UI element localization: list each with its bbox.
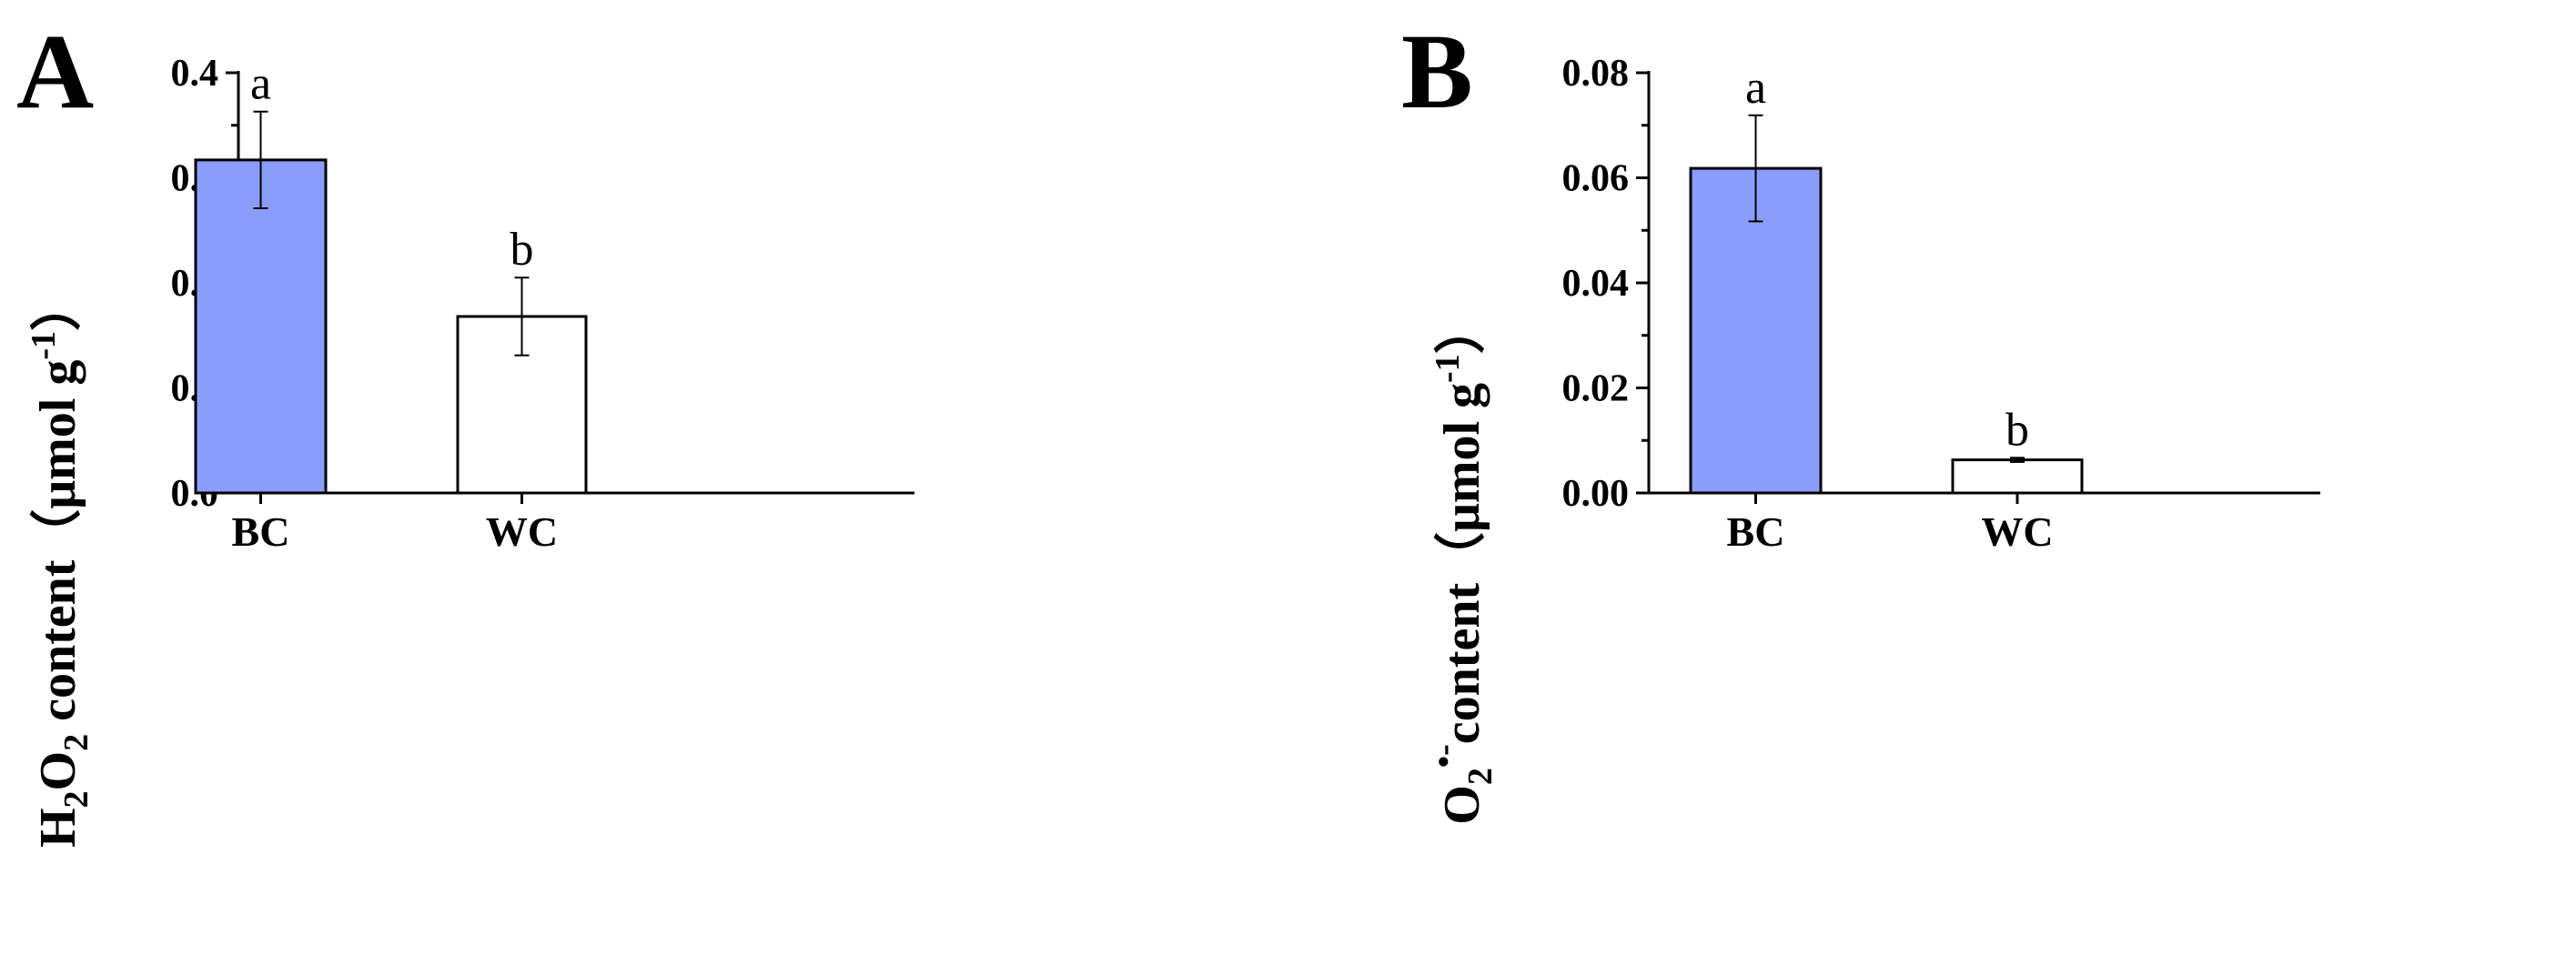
panel-b-y-tick-label: 0.06 [1562, 158, 1630, 200]
panel-b-y-tick-label: 0.02 [1562, 368, 1630, 410]
panel-b-y-tick-label: 0.04 [1562, 263, 1630, 305]
panel-b-letter: B [1401, 12, 1473, 131]
panel-b-plot: 0.00 0.02 0.04 0.06 0.08 BC a WC b [1562, 53, 2320, 555]
panel-a-letter: A [16, 12, 94, 131]
panel-a-significance-bc: a [250, 58, 271, 110]
panel-b-error-bar-wc [2010, 457, 2025, 463]
panel-a-bar-bc [194, 158, 328, 495]
panel-b-y-tick-label: 0.08 [1562, 53, 1630, 95]
panel-a-y-tick-label: 0.4 [171, 53, 219, 95]
panel-a-significance-wc: b [510, 224, 534, 276]
panel-b-significance-bc: a [1745, 62, 1766, 114]
panel-b-y-tick-label: 0.00 [1562, 473, 1630, 515]
panel-b-y-axis-title: O2•-content（μmol g-1） [1425, 303, 1500, 824]
panel-b-error-bar-bc [1748, 114, 1763, 223]
panel-a-x-tick-label-bc: BC [232, 508, 290, 555]
panel-a-y-axis-title: H2O2 content（μmol g-1） [25, 280, 96, 848]
panel-b-x-tick-label-wc: WC [1981, 508, 2053, 555]
panel-a-x-tick-label-wc: WC [486, 508, 558, 555]
panel-a-error-bar-bc [253, 110, 268, 209]
panel-b-bar-wc [1951, 458, 2084, 495]
panel-a-error-bar-wc [514, 276, 530, 357]
panel-b-significance-wc: b [2005, 404, 2029, 456]
panel-b-x-tick-label-bc: BC [1727, 508, 1785, 555]
panel-b: B O2•-content（μmol g-1） 0.00 0.02 0.04 0.06… [1401, 12, 2320, 825]
panel-a: A H2O2 content（μmol g-1） 0.00.10.20.30.4… [16, 12, 914, 848]
